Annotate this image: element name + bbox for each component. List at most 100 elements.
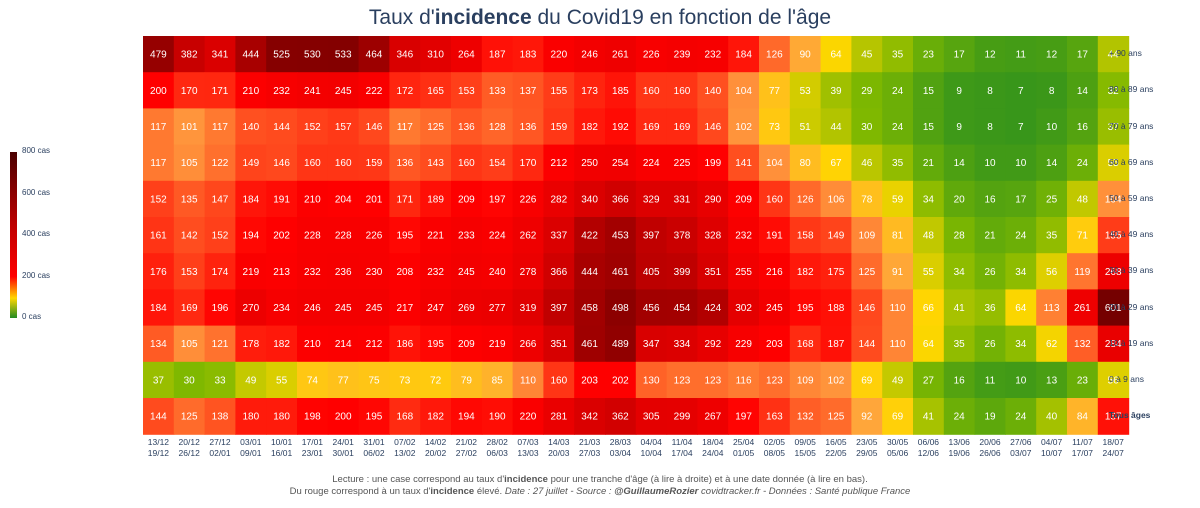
cell-value-label: 37 [1108,122,1120,133]
cell-value-label: 85 [492,375,504,386]
cell-value-label: 160 [643,86,660,97]
cell-value-label: 78 [861,194,873,205]
heatmap-cell [266,144,298,182]
heatmap-cell [605,36,637,73]
heatmap-cell [635,217,668,254]
heatmap-cell [943,217,976,254]
cell-value-label: 71 [1077,231,1089,242]
heatmap-cell [543,36,575,73]
cell-value-label: 224 [489,231,506,242]
cell-value-label: 143 [427,158,444,169]
heatmap-cell [481,325,514,363]
cell-value-label: 533 [335,50,352,61]
cell-value-label: 136 [396,158,413,169]
heatmap-cell [204,289,236,327]
cell-value-label: 261 [612,50,629,61]
cell-value-label: 46 [861,158,873,169]
heatmap-cell [1067,253,1099,290]
heatmap-cell [143,325,175,363]
cell-value-label: 17 [1015,194,1027,205]
cell-value-label: 26 [984,267,996,278]
heatmap-cell [574,289,606,327]
cell-value-label: 157 [335,122,352,133]
cell-value-label: 39 [830,86,842,97]
cell-value-label: 220 [550,50,567,61]
cell-value-label: 109 [797,375,814,386]
cell-value-label: 305 [643,412,660,423]
heatmap-cell [173,289,206,327]
cell-value-label: 201 [366,194,383,205]
heatmap-cell [451,253,483,290]
heatmap-cell [913,108,945,146]
cell-value-label: 92 [861,412,873,423]
cell-value-label: 10 [1015,158,1027,169]
heatmap-cell [451,217,483,254]
cell-value-label: 399 [674,267,691,278]
cell-value-label: 105 [181,339,198,350]
cell-value-label: 9 [956,122,962,133]
heatmap-cell [913,361,945,399]
cell-value-label: 14 [1046,158,1058,169]
heatmap-cell [851,180,883,218]
heatmap-cell [173,180,206,218]
cell-value-label: 159 [366,158,383,169]
heatmap-cell [635,361,668,399]
cell-value-label: 192 [612,122,629,133]
heatmap-cell [666,36,698,73]
heatmap-cell [389,253,421,290]
cell-value-label: 134 [150,339,167,350]
cell-value-label: 102 [828,375,845,386]
heatmap-cell [204,72,236,109]
heatmap-cell [451,144,483,182]
heatmap-cell [666,361,698,399]
cell-value-label: 347 [643,339,660,350]
cell-value-label: 41 [923,412,935,423]
heatmap-cell [327,253,360,290]
heatmap-cell [512,108,544,146]
heatmap-cell [358,361,390,399]
heatmap-cell [1005,144,1037,182]
cell-value-label: 7 [1018,86,1024,97]
column-label: 11/07 17/07 [1071,437,1094,459]
heatmap-cell [882,289,914,327]
heatmap-cell [204,144,236,182]
heatmap-cell [327,361,360,399]
cell-value-label: 220 [520,412,537,423]
cell-value-label: 117 [397,122,413,133]
cell-value-label: 203 [581,375,598,386]
column-label: 21/03 27/03 [578,437,601,459]
cell-value-label: 133 [489,86,506,97]
cell-value-label: 601 [1105,303,1122,314]
cell-value-label: 15 [923,86,935,97]
heatmap-cell [204,398,236,435]
cell-value-label: 16 [984,194,996,205]
title-prefix: Taux d' [368,6,435,29]
cell-value-label: 232 [704,50,721,61]
cell-value-label: 230 [366,267,383,278]
cell-value-label: 226 [520,194,537,205]
cell-value-label: 170 [520,158,537,169]
cell-value-label: 270 [242,303,259,314]
heatmap-cell [697,253,729,290]
heatmap-cell [728,289,760,327]
cell-value-label: 40 [1046,412,1058,423]
heatmap-cell [728,217,760,254]
heatmap-cell [297,217,329,254]
cell-value-label: 397 [643,231,660,242]
heatmap-cell [1005,36,1037,73]
cell-value-label: 366 [550,267,567,278]
heatmap-cell [851,398,883,435]
heatmap-cell [943,398,976,435]
heatmap-cell [143,217,175,254]
heatmap-cell [697,180,729,218]
row-label: 0 à 9 ans [1109,373,1144,384]
heatmap-cell [635,398,668,435]
cell-value-label: 340 [581,194,598,205]
cell-value-label: 334 [674,339,691,350]
heatmap-cell [358,36,390,73]
heatmap-cell [143,289,175,327]
cell-value-label: 12 [984,50,996,61]
cell-value-label: 422 [581,231,598,242]
heatmap-cell [1067,180,1099,218]
heatmap-cell [173,398,206,435]
